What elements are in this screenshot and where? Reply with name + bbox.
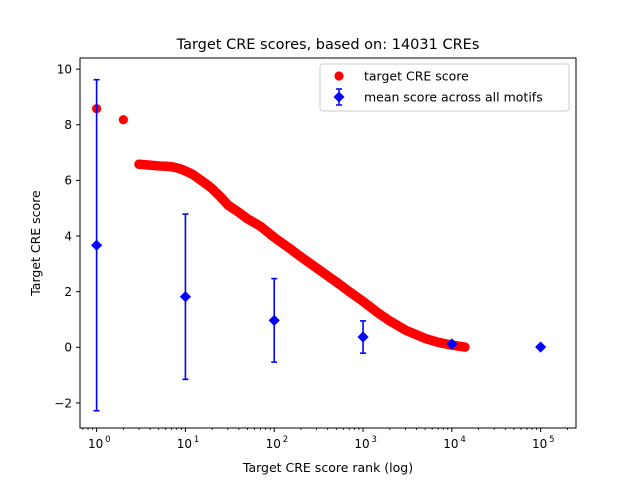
data-point-target-cre-score (420, 333, 430, 344)
x-tick-label: 10 (177, 437, 192, 451)
x-tick-label: 10 (532, 437, 547, 451)
data-point-target-cre-score (433, 337, 443, 347)
legend-label-mean-score: mean score across all motifs (364, 90, 543, 105)
data-point-mean-score (446, 338, 458, 350)
series-mean-score (91, 78, 547, 412)
data-point-mean-score (535, 341, 547, 353)
data-point-target-cre-score (154, 161, 164, 171)
series-target-cre-score (92, 104, 470, 352)
data-point-target-cre-score (180, 166, 191, 176)
legend-box (319, 63, 570, 112)
data-point-target-cre-score (255, 221, 266, 231)
x-tick-exponent: 5 (549, 435, 554, 445)
data-point-target-cre-score (223, 200, 233, 210)
data-point-target-cre-score (196, 175, 206, 186)
data-point-target-cre-score (331, 277, 341, 287)
x-tick-exponent: 1 (194, 435, 199, 445)
data-point-target-cre-score (207, 184, 217, 194)
data-point-target-cre-score (187, 169, 198, 179)
data-point-mean-score (179, 291, 192, 303)
data-point-target-cre-score (216, 192, 226, 202)
data-point-target-cre-score (134, 159, 144, 169)
legend-marker-mean-score (333, 88, 345, 106)
y-tick-label: 10 (57, 62, 72, 76)
data-point-target-cre-score (145, 160, 155, 170)
plot-area (91, 78, 547, 412)
data-point-target-cre-score (118, 115, 128, 125)
data-point-target-cre-score (460, 342, 470, 352)
x-tick-label: 10 (266, 437, 281, 451)
data-point-target-cre-score (242, 214, 253, 224)
data-point-mean-score (268, 314, 280, 326)
data-point-target-cre-score (358, 296, 368, 307)
data-point-target-cre-score (385, 316, 395, 326)
x-axis-label: Target CRE score rank (log) (242, 460, 413, 475)
y-axis-label: Target CRE score (28, 190, 43, 297)
x-tick-label: 10 (354, 437, 369, 451)
x-tick-exponent: 4 (460, 435, 465, 445)
y-tick-label: 6 (64, 174, 72, 188)
x-tick-exponent: 0 (105, 435, 110, 445)
data-point-target-cre-score (312, 263, 322, 273)
x-tick-exponent: 3 (372, 435, 377, 445)
x-tick-exponent: 2 (283, 435, 288, 445)
y-tick-label: 8 (64, 118, 72, 132)
data-point-target-cre-score (344, 287, 354, 297)
data-point-target-cre-score (285, 243, 295, 254)
y-tick-label: −2 (54, 396, 72, 410)
legend-label-target-cre-score: target CRE score (364, 69, 469, 84)
data-point-mean-score (91, 239, 103, 251)
y-tick-label: 2 (64, 285, 72, 299)
data-point-target-cre-score (374, 308, 384, 318)
data-point-target-cre-score (400, 325, 411, 335)
legend-marker-target-cre-score (334, 71, 344, 81)
data-point-target-cre-score (296, 252, 306, 262)
y-tick-label: 4 (64, 229, 72, 243)
data-point-target-cre-score (269, 232, 279, 243)
chart-title: Target CRE scores, based on: 14031 CREs (176, 37, 480, 53)
data-point-mean-score (357, 331, 369, 343)
legend: target CRE score mean score across all m… (319, 63, 570, 112)
x-tick-label: 10 (88, 437, 103, 451)
x-tick-label: 10 (443, 437, 458, 451)
data-point-target-cre-score (234, 207, 244, 217)
y-tick-label: 0 (64, 341, 72, 355)
